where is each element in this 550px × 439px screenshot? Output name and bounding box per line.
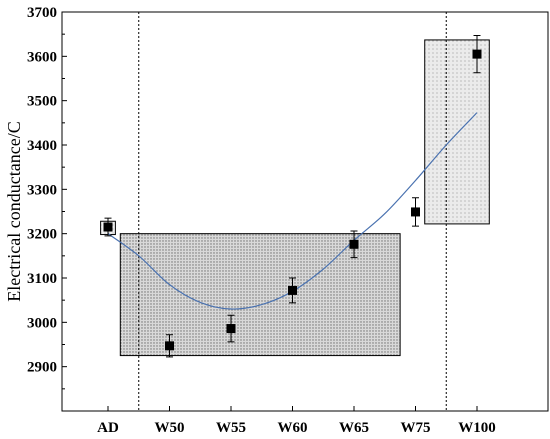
data-point-ad <box>103 222 113 232</box>
data-point-w65 <box>349 239 359 249</box>
x-tick-label-w50: W50 <box>155 420 185 436</box>
y-tick-label-3400: 3400 <box>27 138 57 154</box>
x-tick-label-w55: W55 <box>216 420 246 436</box>
y-tick-label-3300: 3300 <box>27 182 57 198</box>
x-tick-label-w75: W75 <box>401 420 431 436</box>
data-point-w60 <box>288 285 297 295</box>
x-tick-label-ad: AD <box>97 420 119 436</box>
data-point-w75 <box>411 207 420 217</box>
shaded-region-2 <box>424 39 490 225</box>
x-axis: AD W50 W55 W60 W65 W75 W100 <box>97 406 496 436</box>
y-tick-label-3600: 3600 <box>27 49 57 65</box>
y-tick-label-3700: 3700 <box>27 5 57 21</box>
y-tick-label-3200: 3200 <box>27 227 57 243</box>
data-point-w100 <box>472 49 482 59</box>
vertical-dividers <box>138 12 447 411</box>
y-tick-label-3000: 3000 <box>27 315 57 331</box>
y-tick-label-3100: 3100 <box>27 271 57 287</box>
data-point-w55 <box>226 324 236 334</box>
x-tick-label-w65: W65 <box>339 420 369 436</box>
y-axis: 2900 3000 3100 3200 3300 3400 3500 3600 3700 <box>27 5 67 390</box>
x-tick-label-w100: W100 <box>458 420 496 436</box>
y-axis-title: Electrical conductance/C <box>4 121 24 301</box>
shaded-region-1 <box>119 233 401 357</box>
shaded-regions <box>100 39 490 357</box>
data-point-w50 <box>165 341 174 351</box>
data-points-layer <box>103 34 482 358</box>
x-tick-label-w60: W60 <box>278 420 308 436</box>
y-tick-label-2900: 2900 <box>27 360 57 376</box>
y-tick-label-3500: 3500 <box>27 94 57 110</box>
